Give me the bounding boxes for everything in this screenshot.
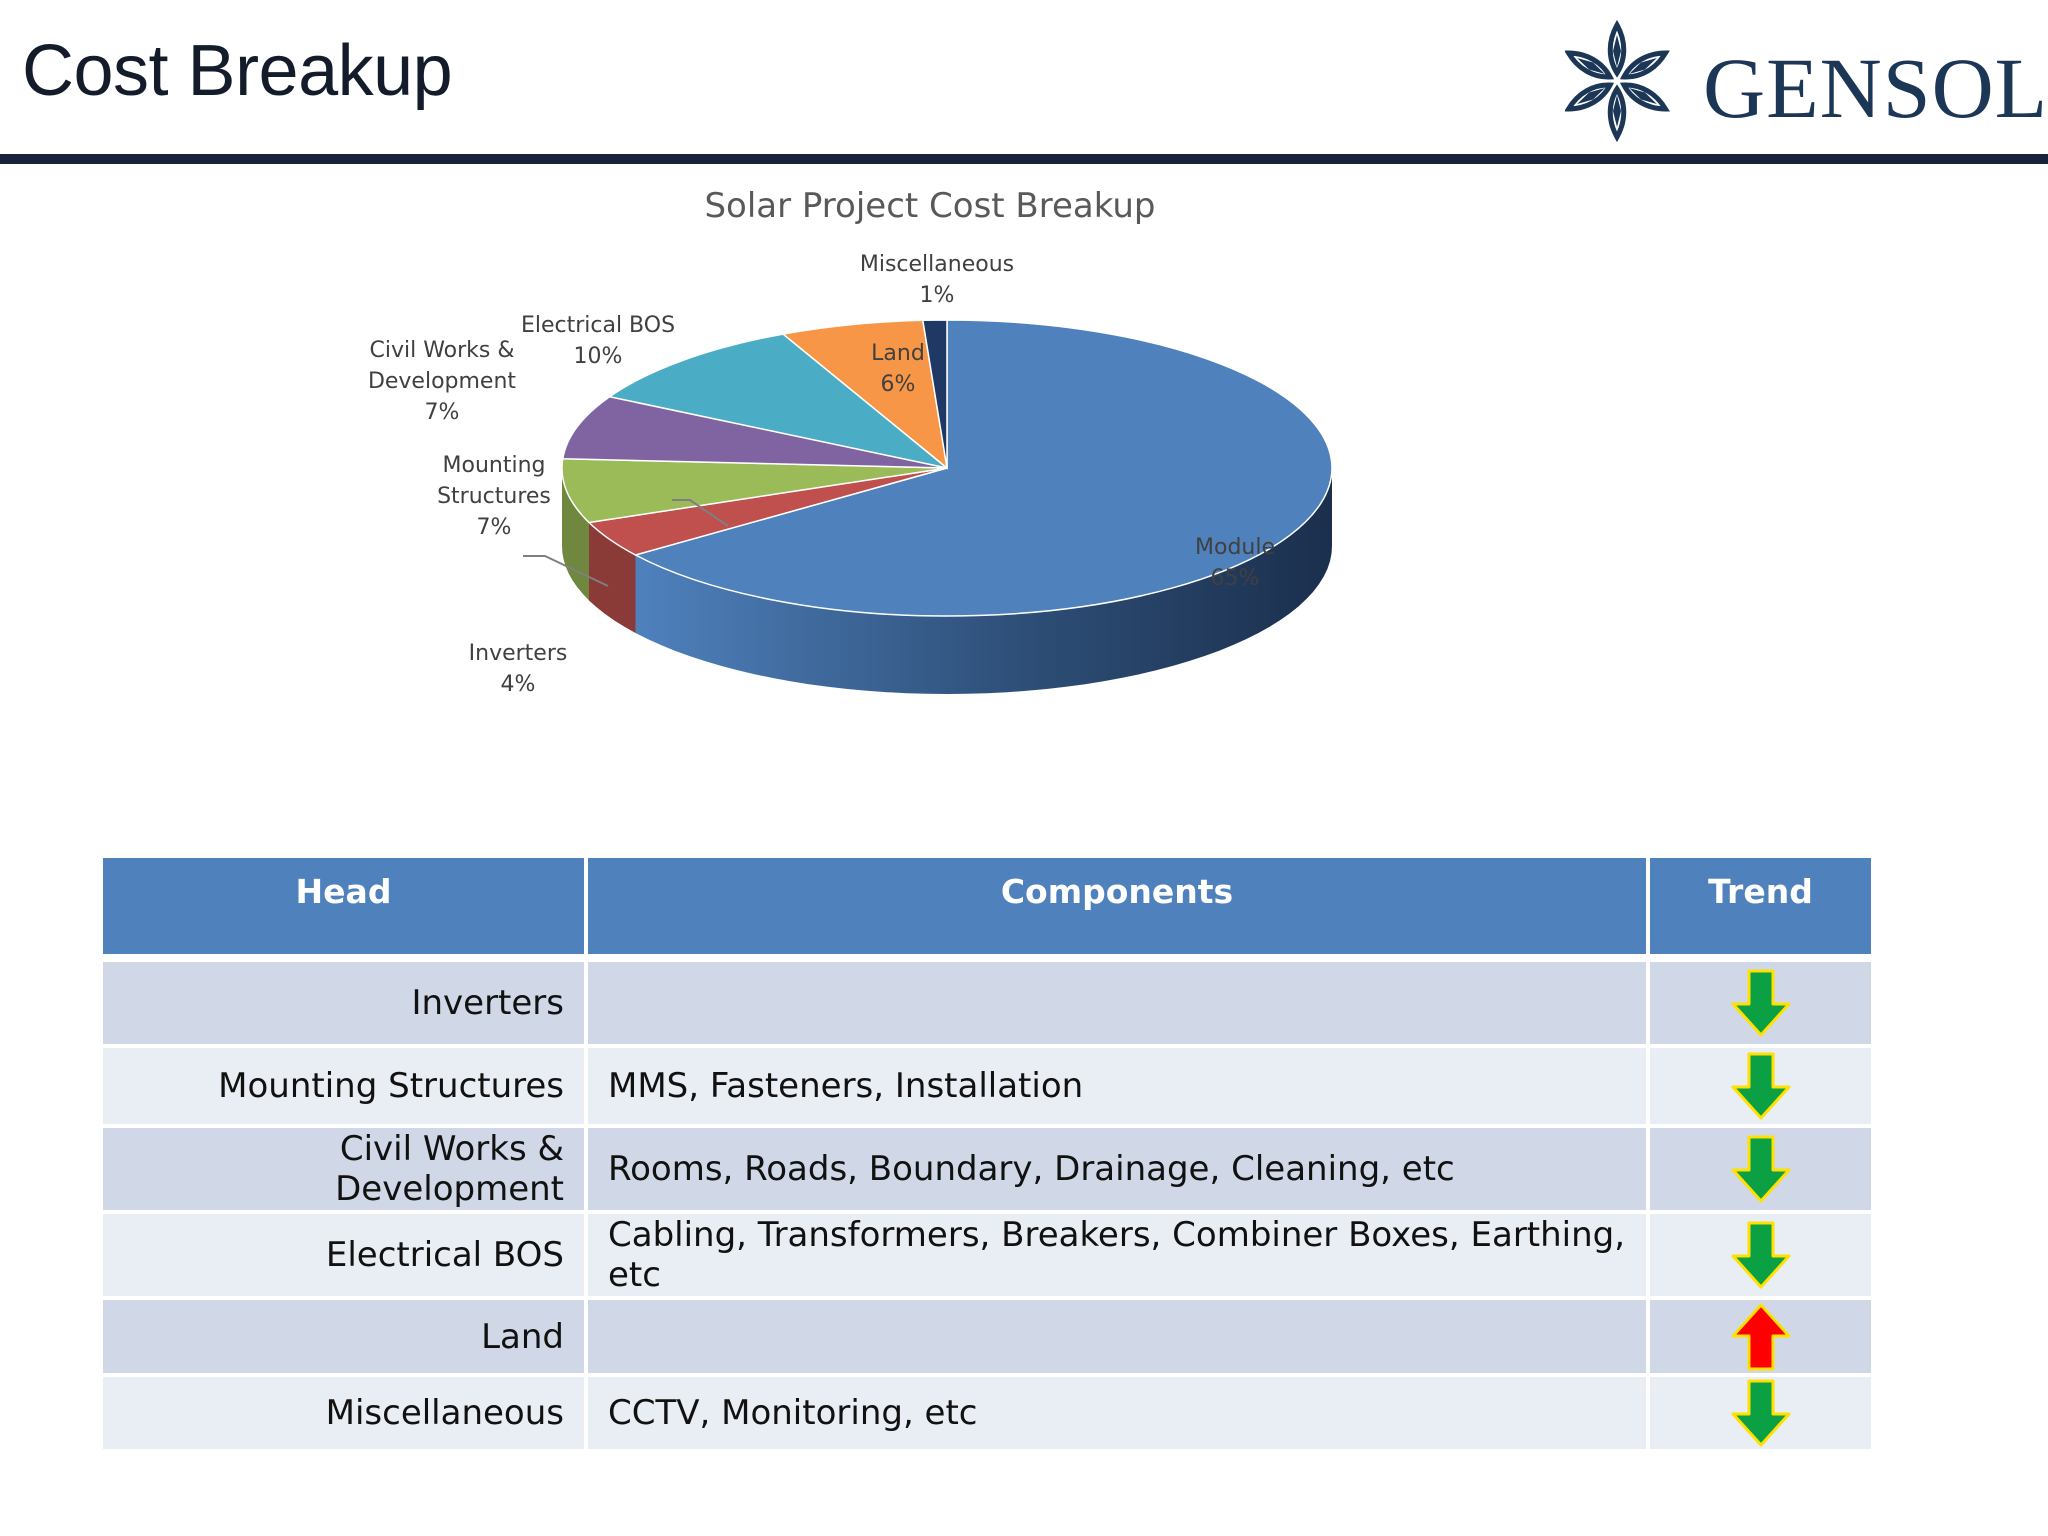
data-label-land: Land 6% bbox=[871, 341, 925, 397]
head-cell: Electrical BOS bbox=[103, 1214, 588, 1300]
data-label-miscellaneous: Miscellaneous 1% bbox=[860, 252, 1014, 308]
table-header-row: Head Components Trend bbox=[103, 858, 1871, 962]
table-row: Mounting Structures MMS, Fasteners, Inst… bbox=[103, 1048, 1871, 1128]
trend-arrow-shape bbox=[1731, 1379, 1790, 1447]
table-row: Miscellaneous CCTV, Monitoring, etc bbox=[103, 1377, 1871, 1453]
cost-table: Head Components Trend Inverters Mounting… bbox=[103, 858, 1871, 1453]
page-title: Cost Breakup bbox=[22, 31, 453, 111]
chart-title: Solar Project Cost Breakup bbox=[704, 186, 1155, 226]
pie-slice-civil-works-development bbox=[561, 395, 948, 469]
table-row: Inverters bbox=[103, 962, 1871, 1048]
pie-labels: Module 65% Inverters 4% Mounting Structures 7%… bbox=[368, 252, 1275, 697]
pie-slice-module bbox=[633, 319, 1333, 617]
pie-chart: Solar Project Cost Breakup Module 65% Inve… bbox=[0, 170, 2048, 810]
trend-cell bbox=[1650, 1300, 1871, 1377]
pie-slice-land bbox=[781, 319, 949, 470]
gensol-logo: GENSOL bbox=[1564, 18, 2047, 144]
table-row: Land bbox=[103, 1300, 1871, 1377]
data-label-mounting-structures: Mounting Structures 7% bbox=[437, 453, 551, 540]
trend-arrow-shape bbox=[1731, 1135, 1790, 1203]
table-row: Civil Works & Development Rooms, Roads, … bbox=[103, 1128, 1871, 1214]
leader-line-civil-works bbox=[523, 555, 609, 587]
components-cell bbox=[588, 1300, 1650, 1377]
head-cell: Civil Works & Development bbox=[103, 1128, 588, 1214]
trend-down-arrow-icon bbox=[1731, 1052, 1790, 1120]
trend-down-arrow-icon bbox=[1731, 969, 1790, 1037]
pie-slice-mounting-structures bbox=[561, 457, 948, 524]
trend-arrow-shape bbox=[1731, 969, 1790, 1037]
trend-cell bbox=[1650, 1214, 1871, 1300]
components-cell: MMS, Fasteners, Installation bbox=[588, 1048, 1650, 1128]
column-header-head: Head bbox=[103, 858, 588, 962]
pie-side-inverters bbox=[589, 522, 636, 633]
data-label-civil-works-development: Civil Works & Development 7% bbox=[368, 338, 516, 425]
data-label-electrical-bos: Electrical BOS 10% bbox=[521, 313, 675, 369]
column-header-trend: Trend bbox=[1650, 858, 1871, 962]
trend-arrow-shape bbox=[1731, 1303, 1790, 1370]
header-divider bbox=[0, 154, 2048, 164]
pie-side-module bbox=[635, 468, 1332, 694]
logo-text: GENSOL bbox=[1703, 40, 2048, 136]
data-label-module: Module 65% bbox=[1195, 535, 1275, 591]
column-header-components: Components bbox=[588, 858, 1650, 962]
pie-slices bbox=[561, 319, 1333, 617]
trend-arrow-shape bbox=[1731, 1221, 1790, 1289]
trend-cell bbox=[1650, 1377, 1871, 1453]
data-label-inverters: Inverters 4% bbox=[469, 641, 568, 697]
components-cell: CCTV, Monitoring, etc bbox=[588, 1377, 1650, 1453]
trend-arrow-shape bbox=[1731, 1052, 1790, 1120]
trend-down-arrow-icon bbox=[1731, 1379, 1790, 1447]
table-row: Electrical BOS Cabling, Transformers, Br… bbox=[103, 1214, 1871, 1300]
pie-leader-lines bbox=[523, 499, 729, 587]
trend-down-arrow-icon bbox=[1731, 1135, 1790, 1203]
head-cell: Miscellaneous bbox=[103, 1377, 588, 1453]
trend-down-arrow-icon bbox=[1731, 1221, 1790, 1289]
pie-slice-miscellaneous bbox=[921, 319, 948, 469]
gensol-flower-icon bbox=[1564, 19, 1670, 143]
head-cell: Inverters bbox=[103, 962, 588, 1048]
trend-cell bbox=[1650, 962, 1871, 1048]
trend-up-arrow-icon bbox=[1731, 1303, 1790, 1370]
head-cell: Mounting Structures bbox=[103, 1048, 588, 1128]
components-cell: Rooms, Roads, Boundary, Drainage, Cleani… bbox=[588, 1128, 1650, 1214]
leader-line-electrical-bos bbox=[672, 499, 729, 527]
trend-cell bbox=[1650, 1048, 1871, 1128]
pie-slice-electrical-bos bbox=[607, 333, 948, 469]
header: Cost Breakup GENSOL bbox=[0, 0, 2048, 165]
head-cell: Land bbox=[103, 1300, 588, 1377]
trend-cell bbox=[1650, 1128, 1871, 1214]
components-cell: Cabling, Transformers, Breakers, Combine… bbox=[588, 1214, 1650, 1300]
components-cell bbox=[588, 962, 1650, 1048]
